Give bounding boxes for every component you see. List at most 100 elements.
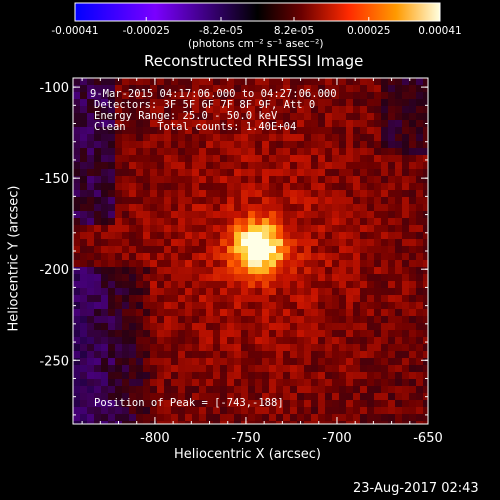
heatmap-cell xyxy=(388,141,395,148)
heatmap-cell xyxy=(325,330,332,337)
heatmap-cell xyxy=(374,421,381,424)
heatmap-cell xyxy=(269,274,276,281)
heatmap-cell xyxy=(339,351,346,358)
heatmap-cell xyxy=(108,365,115,372)
heatmap-cell xyxy=(143,176,150,183)
heatmap-cell xyxy=(87,407,94,414)
heatmap-cell xyxy=(185,309,192,316)
heatmap-cell xyxy=(136,99,143,106)
heatmap-cell xyxy=(87,400,94,407)
heatmap-cell xyxy=(388,211,395,218)
heatmap-cell xyxy=(276,372,283,379)
heatmap-cell xyxy=(115,309,122,316)
heatmap-cell xyxy=(409,400,416,407)
heatmap-cell xyxy=(108,218,115,225)
heatmap-cell xyxy=(122,386,129,393)
heatmap-cell xyxy=(101,281,108,288)
heatmap-cell xyxy=(346,204,353,211)
heatmap-cell xyxy=(262,295,269,302)
heatmap-cell xyxy=(108,162,115,169)
heatmap-cell xyxy=(269,288,276,295)
heatmap-cell xyxy=(143,169,150,176)
heatmap-cell xyxy=(255,407,262,414)
heatmap-cell xyxy=(150,106,157,113)
heatmap-cell xyxy=(192,211,199,218)
heatmap-cell xyxy=(136,344,143,351)
heatmap-cell xyxy=(164,316,171,323)
heatmap-cell xyxy=(395,99,402,106)
heatmap-cell xyxy=(381,106,388,113)
heatmap-cell xyxy=(290,106,297,113)
heatmap-cell xyxy=(269,183,276,190)
heatmap-cell xyxy=(304,372,311,379)
heatmap-cell xyxy=(108,393,115,400)
heatmap-cell xyxy=(241,253,248,260)
heatmap-cell xyxy=(269,162,276,169)
heatmap-cell xyxy=(353,127,360,134)
heatmap-cell xyxy=(325,148,332,155)
heatmap-cell xyxy=(108,169,115,176)
heatmap-cell xyxy=(290,197,297,204)
heatmap-cell xyxy=(101,218,108,225)
heatmap-cell xyxy=(73,169,80,176)
heatmap-cell xyxy=(220,211,227,218)
heatmap-cell xyxy=(213,197,220,204)
heatmap-cell xyxy=(374,379,381,386)
heatmap-cell xyxy=(150,211,157,218)
heatmap-cell xyxy=(150,78,157,85)
heatmap-cell xyxy=(80,386,87,393)
heatmap-cell xyxy=(304,309,311,316)
heatmap-cell xyxy=(262,78,269,85)
heatmap-cell xyxy=(325,281,332,288)
heatmap-cell xyxy=(297,281,304,288)
heatmap-cell xyxy=(290,113,297,120)
heatmap-cell xyxy=(416,330,423,337)
heatmap-cell xyxy=(248,407,255,414)
heatmap-cell xyxy=(318,148,325,155)
heatmap-cell xyxy=(87,232,94,239)
heatmap-cell xyxy=(101,78,108,85)
heatmap-cell xyxy=(199,99,206,106)
heatmap-cell xyxy=(136,169,143,176)
heatmap-cell xyxy=(199,344,206,351)
heatmap-cell xyxy=(94,316,101,323)
heatmap-cell xyxy=(136,246,143,253)
heatmap-cell xyxy=(248,309,255,316)
heatmap-cell xyxy=(262,407,269,414)
heatmap-cell xyxy=(269,134,276,141)
heatmap-cell xyxy=(318,78,325,85)
heatmap-cell xyxy=(409,148,416,155)
heatmap-cell xyxy=(388,358,395,365)
heatmap-cell xyxy=(136,309,143,316)
heatmap-cell xyxy=(269,176,276,183)
heatmap-cell xyxy=(381,330,388,337)
heatmap-cell xyxy=(395,197,402,204)
heatmap-cell xyxy=(220,323,227,330)
heatmap-cell xyxy=(311,232,318,239)
heatmap-cell xyxy=(304,365,311,372)
heatmap-cell xyxy=(276,400,283,407)
heatmap-cell xyxy=(234,134,241,141)
heatmap-cell xyxy=(360,148,367,155)
heatmap-cell xyxy=(73,239,80,246)
heatmap-cell xyxy=(227,127,234,134)
heatmap-cell xyxy=(185,239,192,246)
heatmap-cell xyxy=(262,288,269,295)
heatmap-cell xyxy=(395,113,402,120)
heatmap-cell xyxy=(255,414,262,421)
heatmap-cell xyxy=(94,141,101,148)
heatmap-cell xyxy=(220,162,227,169)
heatmap-cell xyxy=(381,85,388,92)
heatmap-cell xyxy=(311,190,318,197)
heatmap-cell xyxy=(129,316,136,323)
heatmap-cell xyxy=(241,309,248,316)
heatmap-cell xyxy=(381,421,388,424)
heatmap-cell xyxy=(360,99,367,106)
heatmap-cell xyxy=(409,211,416,218)
heatmap-cell xyxy=(241,260,248,267)
heatmap-cell xyxy=(388,344,395,351)
heatmap-cell xyxy=(101,379,108,386)
heatmap-cell xyxy=(192,330,199,337)
heatmap-cell xyxy=(199,155,206,162)
heatmap-cell xyxy=(402,113,409,120)
